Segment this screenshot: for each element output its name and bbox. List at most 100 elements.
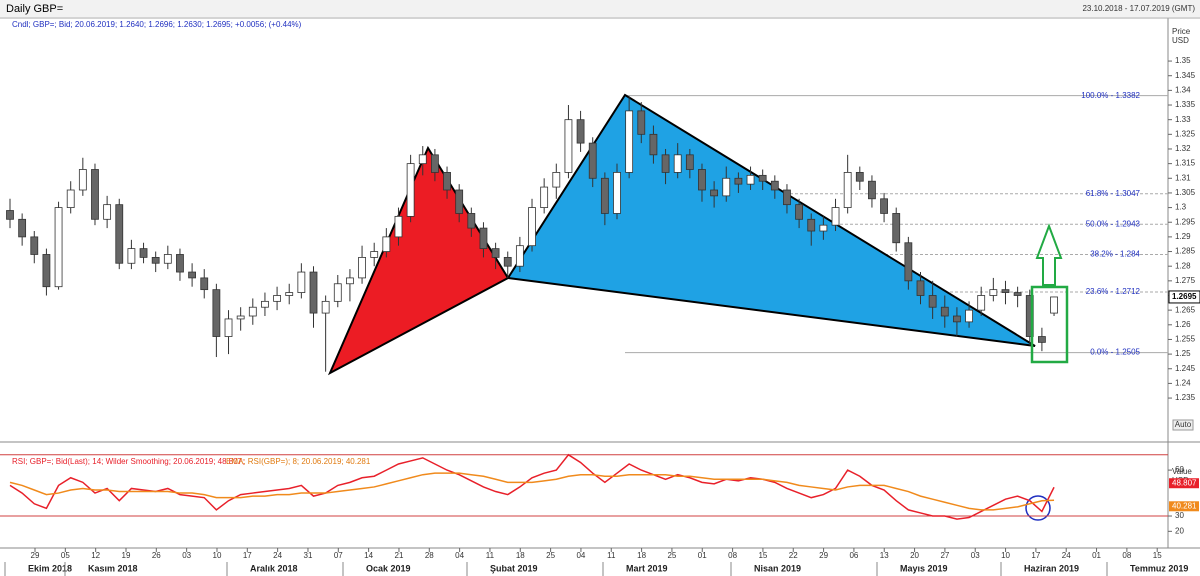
header-bar	[0, 0, 1200, 17]
x-day-label: 10	[213, 551, 222, 560]
rsi-line	[9, 472, 1055, 511]
candle-body	[528, 207, 536, 247]
x-day-label: 04	[576, 551, 585, 560]
candle-body	[515, 245, 524, 267]
candle-body	[552, 172, 561, 188]
candle-body	[188, 271, 197, 279]
candle-body	[297, 271, 306, 293]
x-day-label: 08	[1122, 551, 1131, 560]
candle-body	[91, 169, 99, 220]
x-day-label: 01	[1092, 551, 1101, 560]
candle-body	[892, 213, 901, 244]
candle-body	[236, 315, 245, 320]
rsi-value-tag	[1169, 478, 1199, 489]
candle-body	[540, 186, 549, 208]
candle-body	[588, 142, 597, 179]
x-month-label: Kasım 2018	[88, 563, 138, 573]
candle-body	[904, 242, 913, 282]
candle-body	[406, 163, 415, 217]
x-day-label: 25	[546, 551, 555, 560]
y-tick-label: 1.34	[1175, 85, 1191, 94]
candle-body	[491, 248, 500, 258]
y-axis-unit: USD	[1172, 36, 1189, 45]
x-day-label: 18	[637, 551, 646, 560]
date-range: 23.10.2018 - 17.07.2019 (GMT)	[1082, 4, 1195, 13]
y-tick-label: 1.265	[1175, 305, 1196, 314]
candle-body	[819, 224, 828, 232]
x-day-label: 07	[334, 551, 343, 560]
up-arrow	[1035, 223, 1063, 286]
candle-body	[54, 207, 63, 288]
candle-body	[212, 289, 221, 337]
candle-body	[1038, 336, 1046, 343]
candle-body	[1001, 289, 1010, 293]
x-day-label: 15	[1153, 551, 1162, 560]
fib-label: 50.0% - 1.2943	[1086, 219, 1141, 228]
x-month-label: Nisan 2019	[754, 563, 801, 573]
candle-body	[807, 218, 816, 232]
candle-body	[309, 271, 318, 314]
y-tick-label: 1.315	[1175, 159, 1196, 168]
y-tick-label: 1.305	[1175, 188, 1196, 197]
x-day-label: 28	[425, 551, 434, 560]
candle-body	[127, 248, 136, 264]
x-day-label: 01	[698, 551, 707, 560]
candle-body	[843, 172, 852, 208]
auto-label[interactable]: Auto	[1175, 420, 1192, 429]
candle-body	[346, 277, 354, 285]
y-tick-label: 1.285	[1175, 247, 1196, 256]
candle-body	[382, 236, 391, 252]
x-day-label: 05	[61, 551, 70, 560]
candle-body	[637, 110, 646, 135]
candle-body	[66, 189, 75, 208]
rsi-value-tag	[1169, 501, 1199, 512]
fib-label: 38.2% - 1.284	[1090, 250, 1140, 259]
x-day-label: 26	[152, 551, 161, 560]
candle-body	[139, 248, 148, 258]
y-tick-label: 1.32	[1175, 144, 1191, 153]
candle-body	[30, 236, 39, 255]
x-month-label: Şubat 2019	[490, 563, 538, 573]
candle-body	[831, 207, 840, 226]
x-day-label: 18	[516, 551, 525, 560]
y-axis-label: Price	[1172, 27, 1191, 36]
candle-body	[285, 292, 294, 296]
candle-body	[6, 210, 14, 220]
y-tick-label: 1.335	[1175, 100, 1196, 109]
x-day-label: 22	[789, 551, 798, 560]
candle-body	[370, 251, 379, 258]
y-tick-label: 1.245	[1175, 364, 1196, 373]
x-month-label: Mart 2019	[626, 563, 668, 573]
candle-body	[200, 277, 209, 291]
candle-body	[261, 300, 269, 308]
candle-body	[710, 189, 719, 197]
x-day-label: 17	[243, 551, 252, 560]
auto-button[interactable]	[1172, 419, 1194, 431]
y-tick-label: 1.235	[1175, 393, 1196, 402]
candle-body	[248, 306, 257, 317]
candle-body	[503, 256, 512, 267]
candle-body	[613, 172, 621, 214]
chart-title: Daily GBP=	[6, 3, 63, 15]
candle-body	[443, 172, 451, 191]
y-tick-label: 1.345	[1175, 71, 1196, 80]
rsi-tick-label: 20	[1175, 526, 1184, 535]
candle-body	[746, 174, 755, 185]
candle-body	[965, 309, 973, 323]
x-day-label: 06	[849, 551, 858, 560]
x-day-label: 27	[940, 551, 949, 560]
x-month-label: Haziran 2019	[1024, 563, 1079, 573]
candle-body	[698, 169, 706, 191]
candle-body	[430, 154, 439, 173]
y-tick-label: 1.31	[1175, 173, 1191, 182]
x-day-label: 03	[182, 551, 191, 560]
pattern-red	[327, 145, 510, 376]
candle-body	[916, 280, 925, 296]
candle-body	[151, 256, 160, 264]
candle-body	[576, 119, 585, 144]
candle-body	[321, 300, 330, 314]
candle-body	[333, 283, 342, 302]
legend: Cndl; GBP=; Bid; 20.06.2019; 1.2640; 1.2…	[12, 20, 302, 29]
rsi-value-label: 48.807	[1172, 478, 1197, 487]
